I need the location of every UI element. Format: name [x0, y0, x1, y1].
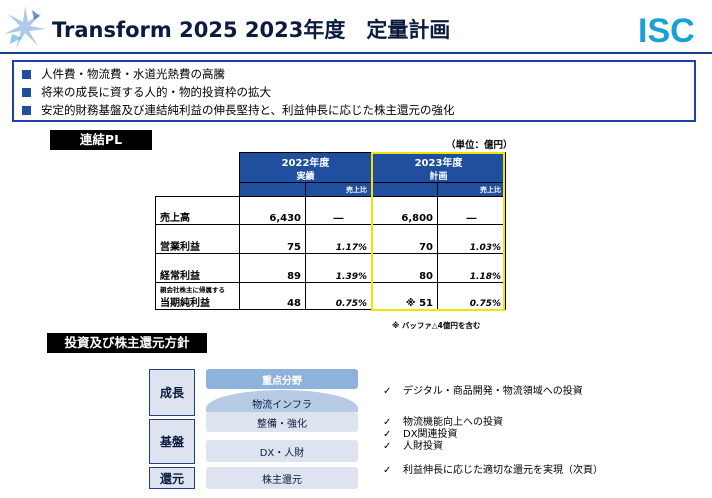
isc-logo: ISC — [638, 12, 695, 46]
value-2022: 6,430 — [239, 196, 306, 225]
check-icon: ✓ — [383, 441, 392, 452]
value-2022: 89 — [239, 253, 306, 283]
dx-hr-pill: DX・人財 — [206, 440, 358, 462]
ratio-2022: ― — [305, 196, 372, 225]
blank-header-cell — [239, 182, 306, 197]
check-icon: ✓ — [383, 465, 392, 476]
buffer-note: ※ バッファ△4億円を含む — [392, 321, 481, 330]
value-2023: ※ 51 — [371, 282, 438, 310]
policy-text: 人件費・物流費・水道光熱費の高騰 — [41, 67, 225, 81]
row-label: 経常利益 — [155, 253, 240, 283]
title-divider — [0, 52, 712, 54]
check-icon: ✓ — [383, 386, 392, 397]
focus-area-pill: 重点分野 — [206, 369, 358, 389]
value-2022: 75 — [239, 224, 306, 254]
ratio-2023: 1.03% — [437, 224, 506, 254]
unit-note: （単位：億円） — [446, 140, 513, 151]
corner-cell — [155, 182, 240, 197]
value-2023: 6,800 — [371, 196, 438, 225]
isc-logo-text: ISC — [638, 12, 695, 46]
investment-policy-label: 投資及び株主還元方針 — [47, 333, 207, 353]
table-row: 営業利益 75 1.17% 70 1.03% — [155, 224, 506, 254]
company-sparkle-icon — [4, 6, 46, 48]
value-2023: 80 — [371, 253, 438, 283]
row-label: 売上高 — [155, 196, 240, 225]
ratio-2022: 1.17% — [305, 224, 372, 254]
policy-bullet: 将来の成長に資する人的・物的投資枠の拡大 — [22, 83, 686, 101]
policy-text: 将来の成長に資する人的・物的投資枠の拡大 — [41, 85, 271, 99]
category-base: 基盤 — [149, 419, 195, 464]
ratio-2023: 1.18% — [437, 253, 506, 283]
page-title: Transform 2025 2023年度 定量計画 — [52, 18, 451, 42]
check-icon: ✓ — [383, 429, 392, 440]
maintenance-pill: 整備・強化 — [206, 412, 358, 432]
table-row: 売上高 6,430 ― 6,800 ― — [155, 196, 506, 225]
value-2023: 70 — [371, 224, 438, 254]
corner-cell — [155, 152, 240, 183]
table-row: 経常利益 89 1.39% 80 1.18% — [155, 253, 506, 283]
col-year-2022: 2022年度 — [281, 157, 330, 169]
ratio-header-2022: 売上比 — [305, 182, 372, 197]
consolidated-pl-label: 連結PL — [50, 130, 152, 150]
table-row: 親会社株主に帰属する 当期純利益 48 0.75% ※ 51 0.75% — [155, 282, 506, 310]
col-kind-2023: 計画 — [429, 171, 448, 182]
row-label: 営業利益 — [155, 224, 240, 254]
shareholder-return-pill: 株主還元 — [206, 467, 358, 489]
category-growth: 成長 — [149, 369, 195, 416]
square-bullet-icon — [22, 87, 31, 97]
policy-bullet: 人件費・物流費・水道光熱費の高騰 — [22, 65, 686, 83]
return-check-item: ✓ 利益伸長に応じた適切な還元を実現（次頁） — [383, 465, 603, 476]
blank-header-cell — [371, 182, 438, 197]
value-2022: 48 — [239, 282, 306, 310]
col-header-2023: 2023年度 計画 — [371, 152, 506, 183]
policy-bullet: 安定的財務基盤及び連結純利益の伸長堅持と、利益伸長に応じた株主還元の強化 — [22, 101, 686, 119]
square-bullet-icon — [22, 69, 31, 79]
row-label: 親会社株主に帰属する 当期純利益 — [155, 282, 240, 310]
ratio-2022: 1.39% — [305, 253, 372, 283]
policy-text: 安定的財務基盤及び連結純利益の伸長堅持と、利益伸長に応じた株主還元の強化 — [41, 103, 455, 117]
ratio-2023: 0.75% — [437, 282, 506, 310]
check-icon: ✓ — [383, 417, 392, 428]
col-kind-2022: 実績 — [296, 171, 315, 182]
logistics-infra-pill: 物流インフラ — [206, 390, 358, 412]
base-check-item: ✓ DX関連投資 — [383, 429, 458, 440]
ratio-2023: ― — [437, 196, 506, 225]
col-header-2022: 2022年度 実績 — [239, 152, 372, 183]
ratio-2022: 0.75% — [305, 282, 372, 310]
base-check-item: ✓ 物流機能向上への投資 — [383, 417, 503, 428]
col-year-2023: 2023年度 — [414, 157, 463, 169]
growth-check-item: ✓ デジタル・商品開発・物流領域への投資 — [383, 386, 583, 397]
base-check-item: ✓ 人財投資 — [383, 441, 443, 452]
square-bullet-icon — [22, 105, 31, 115]
pl-table: 2022年度 実績 2023年度 計画 売上比 売上比 売上高 6,430 ― … — [155, 152, 506, 310]
ratio-header-2023: 売上比 — [437, 182, 506, 197]
category-return: 還元 — [149, 467, 195, 489]
policy-bullet-box: 人件費・物流費・水道光熱費の高騰 将来の成長に資する人的・物的投資枠の拡大 安定… — [12, 60, 696, 122]
